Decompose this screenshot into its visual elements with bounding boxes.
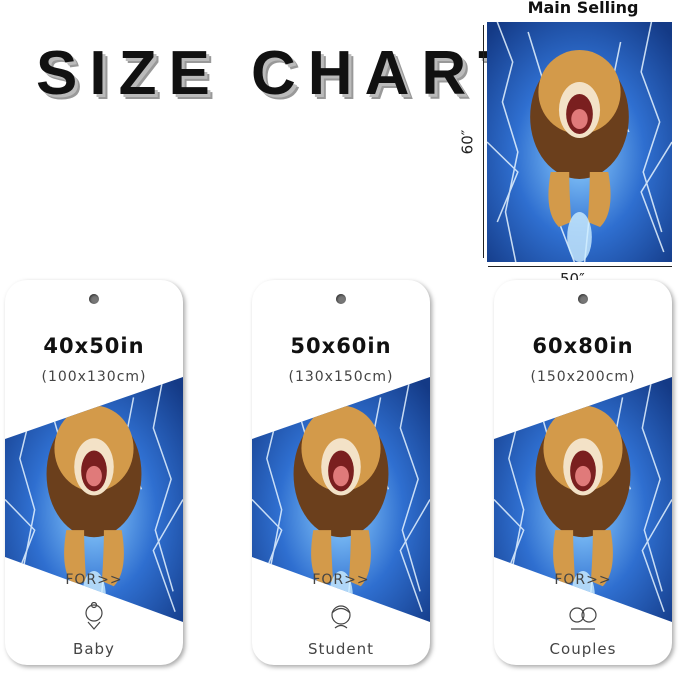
size-card-large: 60x80in (150x200cm) FOR>> Couples bbox=[494, 280, 672, 665]
height-dimension-line bbox=[483, 25, 484, 258]
audience-label: Couples bbox=[549, 640, 617, 658]
student-icon bbox=[331, 605, 351, 629]
size-card-small: 40x50in (100x130cm) FOR>> Baby bbox=[5, 280, 183, 665]
size-inches: 50x60in bbox=[290, 334, 392, 358]
for-label: FOR>> bbox=[65, 572, 123, 588]
audience-label: Student bbox=[307, 640, 375, 658]
hang-hole bbox=[578, 294, 588, 304]
size-inches: 40x50in bbox=[43, 334, 145, 358]
for-label: FOR>> bbox=[554, 572, 612, 588]
size-cm: (100x130cm) bbox=[41, 369, 147, 385]
page-title: SIZE CHART bbox=[36, 39, 528, 108]
size-card-medium: 50x60in (130x150cm) FOR>> Student bbox=[252, 280, 430, 665]
width-dimension-line bbox=[488, 266, 672, 267]
hang-hole bbox=[89, 294, 99, 304]
main-selling-label: Main Selling bbox=[527, 0, 639, 17]
main-blanket-image bbox=[487, 22, 672, 262]
size-cm: (150x200cm) bbox=[530, 369, 636, 385]
for-label: FOR>> bbox=[312, 572, 370, 588]
height-dimension-label: 60″ bbox=[458, 129, 477, 155]
hang-hole bbox=[336, 294, 346, 304]
size-cm: (130x150cm) bbox=[288, 369, 394, 385]
size-inches: 60x80in bbox=[532, 334, 634, 358]
baby-icon bbox=[85, 602, 103, 630]
couple-icon bbox=[569, 607, 597, 630]
audience-label: Baby bbox=[73, 640, 115, 658]
